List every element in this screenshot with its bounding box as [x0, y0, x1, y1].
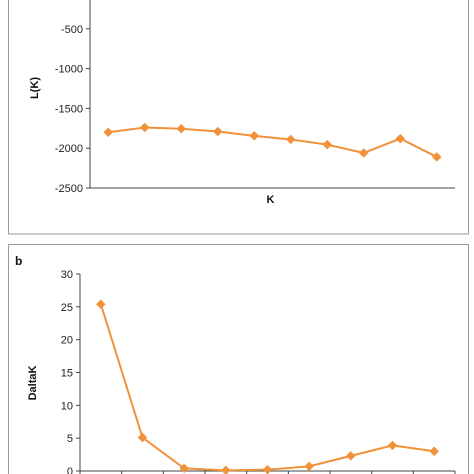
y-tick-label: 5 [67, 433, 73, 445]
y-tick-label: 30 [61, 269, 73, 281]
data-point [137, 432, 148, 443]
data-point [212, 126, 223, 137]
y-tick-label: 15 [61, 368, 73, 380]
y-tick-label: 10 [61, 400, 73, 412]
data-point [262, 464, 273, 474]
panel-a-frame [8, 0, 469, 235]
panel-b: 30 25 20 15 10 5 0 DaltaK [27, 269, 456, 474]
data-point [387, 440, 398, 451]
y-tick-label: 0 [67, 466, 73, 474]
y-tick-label: 25 [61, 302, 73, 314]
data-point [95, 299, 106, 310]
y-axis-title: L(K) [29, 77, 41, 99]
data-point [179, 463, 190, 474]
y-tick-label: -1000 [55, 64, 83, 76]
y-axis-title: DaltaK [27, 366, 39, 401]
data-point [285, 134, 296, 145]
panel-b-label: b [15, 254, 22, 268]
data-point [139, 122, 150, 133]
x-axis-title: K [267, 194, 275, 206]
data-point [176, 123, 187, 134]
series-line [99, 303, 435, 472]
y-tick-label: -2000 [55, 143, 83, 155]
data-point [345, 451, 356, 461]
panel-a: -500 -1000 -1500 -2000 -2500 L(K) K [29, 0, 455, 206]
y-tick-label: 20 [61, 335, 73, 347]
data-point [395, 133, 406, 144]
panel-b-frame [8, 244, 469, 474]
y-tick-label: -2500 [55, 183, 83, 195]
y-tick-label: -500 [61, 24, 83, 36]
data-point [431, 152, 442, 162]
data-point [304, 461, 315, 472]
data-point [429, 446, 440, 457]
data-point [358, 148, 369, 158]
data-point [220, 465, 231, 474]
y-tick-label: -1500 [55, 103, 83, 115]
data-point [322, 139, 333, 150]
series-line [108, 126, 438, 158]
data-point [249, 131, 260, 141]
data-point [103, 127, 114, 138]
